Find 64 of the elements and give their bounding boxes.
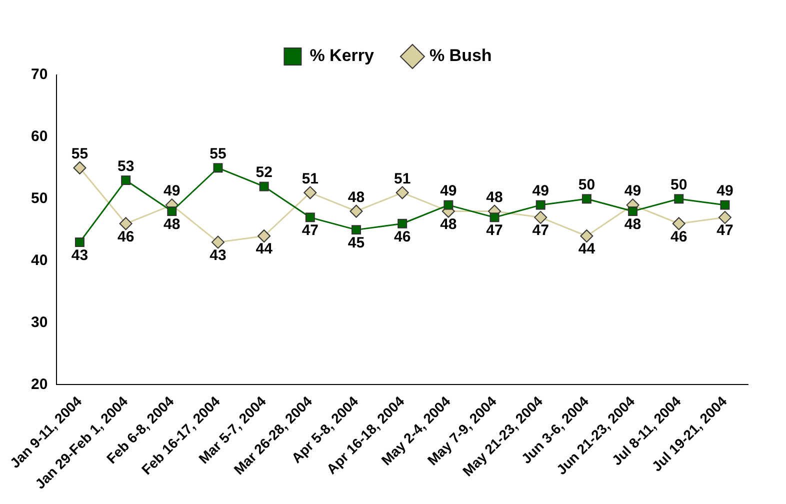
point (580, 230, 594, 243)
point (350, 204, 363, 218)
data-label: 46 (670, 228, 688, 246)
point (444, 200, 454, 210)
point (74, 237, 84, 247)
data-label: 51 (302, 170, 319, 188)
data-label: 45 (348, 234, 365, 252)
legend-label: % Bush (429, 46, 492, 66)
point (304, 186, 317, 200)
data-label: 50 (578, 176, 596, 194)
y-tick-label: 30 (30, 314, 48, 331)
data-label: 47 (716, 222, 734, 240)
data-label: 47 (302, 222, 319, 240)
data-label: 48 (440, 216, 457, 233)
y-tick-label: 50 (30, 190, 48, 207)
data-label: 55 (210, 146, 226, 163)
legend-label: % Kerry (310, 46, 375, 66)
data-label: 50 (670, 176, 688, 194)
point (674, 194, 684, 204)
data-label: 49 (164, 182, 180, 200)
data-label: 53 (117, 158, 134, 175)
point (211, 236, 224, 249)
point (720, 200, 730, 210)
point (73, 161, 86, 174)
point (398, 218, 408, 228)
point (259, 182, 269, 192)
data-label: 47 (486, 222, 503, 240)
data-label: 46 (394, 228, 411, 246)
point (536, 200, 546, 210)
data-label: 44 (578, 240, 596, 258)
data-label: 49 (716, 182, 734, 200)
point (305, 212, 315, 222)
point (167, 206, 177, 216)
point (582, 194, 592, 204)
data-label: 49 (624, 182, 642, 200)
point (534, 210, 548, 224)
data-label: 46 (117, 228, 134, 246)
y-tick-label: 60 (30, 128, 48, 146)
data-label: 43 (210, 246, 226, 264)
point (258, 230, 271, 243)
point (672, 217, 686, 230)
data-label: 43 (71, 246, 88, 264)
data-label: 49 (532, 182, 549, 200)
y-tick-label: 70 (30, 66, 48, 84)
data-label: 48 (348, 188, 365, 206)
point (213, 163, 223, 173)
point (396, 186, 409, 200)
data-label: 51 (394, 170, 411, 188)
data-label: 48 (164, 216, 180, 233)
point (718, 210, 732, 224)
y-tick-label: 20 (30, 376, 48, 393)
point (121, 176, 131, 186)
data-label: 47 (532, 222, 549, 240)
y-tick-label: 40 (30, 252, 48, 269)
data-label: 49 (440, 182, 457, 200)
data-label: 48 (486, 188, 503, 206)
point (352, 225, 361, 235)
data-label: 52 (256, 164, 272, 182)
point (119, 217, 132, 230)
point (490, 212, 500, 222)
data-label: 48 (624, 216, 642, 233)
data-label: 55 (71, 146, 88, 163)
point (628, 206, 638, 216)
data-label: 44 (256, 240, 274, 258)
